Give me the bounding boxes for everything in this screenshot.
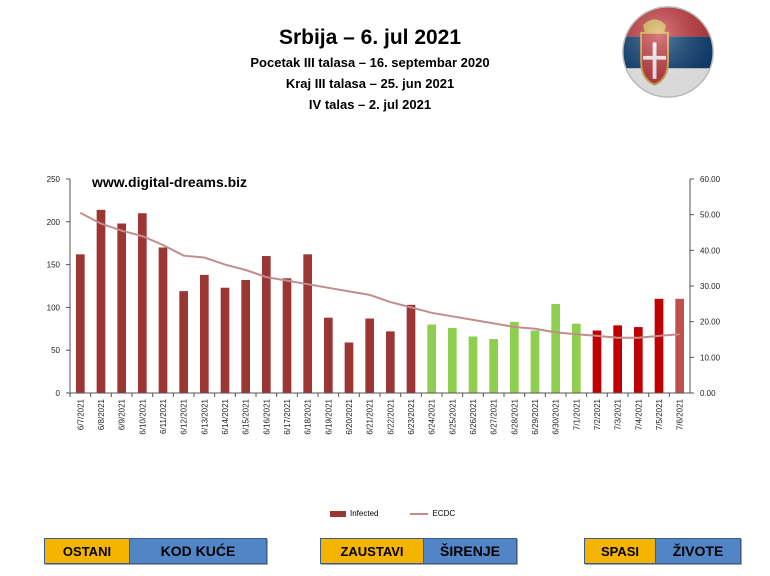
bar-6/10/2021 — [137, 213, 147, 393]
bar-6/9/2021 — [117, 223, 127, 393]
banner-3-right: ŽIVOTE — [656, 539, 740, 563]
x-tick-label: 6/11/2021 — [159, 398, 168, 434]
x-tick-label: 6/28/2021 — [510, 398, 519, 434]
bar-6/7/2021 — [75, 254, 85, 393]
y-tick-label: 250 — [47, 175, 61, 184]
y2-tick-label: 50.00 — [700, 211, 721, 220]
bar-6/18/2021 — [303, 254, 313, 393]
x-tick-label: 6/13/2021 — [200, 398, 209, 434]
bar-6/28/2021 — [509, 321, 519, 393]
y2-tick-label: 20.00 — [700, 318, 721, 327]
y2-tick-label: 0.00 — [700, 389, 716, 398]
y2-tick-label: 30.00 — [700, 282, 721, 291]
bar-6/11/2021 — [158, 247, 168, 393]
legend-swatch-ecdc — [410, 512, 429, 515]
subtitle-line-2: Kraj III talasa – 25. jun 2021 — [285, 76, 455, 91]
banner-zaustavi-sirenje: ZAUSTAVI ŠIRENJE — [320, 538, 517, 564]
bar-6/13/2021 — [199, 274, 209, 393]
x-tick-label: 6/25/2021 — [448, 398, 457, 434]
banner-1-left: OSTANI — [45, 539, 130, 563]
y2-tick-label: 10.00 — [700, 353, 721, 362]
subtitle-line-3: IV talas – 2. jul 2021 — [308, 97, 432, 112]
bar-7/2/2021 — [592, 330, 602, 393]
bar-6/14/2021 — [220, 287, 230, 393]
bar-6/16/2021 — [261, 256, 271, 393]
bar-6/30/2021 — [551, 303, 561, 393]
bar-6/17/2021 — [282, 278, 292, 393]
y-tick-label: 100 — [47, 303, 61, 312]
x-tick-label: 6/10/2021 — [138, 398, 147, 434]
x-tick-label: 6/21/2021 — [366, 398, 375, 434]
banner-1-right: KOD KUĆE — [130, 539, 266, 563]
x-tick-label: 6/9/2021 — [118, 398, 127, 430]
infected-chart: 0 50 100 150 200 250 0.00 10.00 20.00 30.00 40.00 5… — [47, 175, 721, 435]
bar-6/21/2021 — [365, 318, 375, 393]
bar-6/25/2021 — [447, 327, 457, 393]
x-tick-label: 7/6/2021 — [676, 398, 685, 430]
title-block: Srbija – 6. jul 2021 Pocetak III talasa … — [0, 24, 740, 115]
x-tick-label: 6/22/2021 — [386, 398, 395, 434]
chart-ticks: 0 50 100 150 200 250 0.00 10.00 20.00 30.00 40.00 5… — [47, 175, 721, 435]
x-tick-label: 6/17/2021 — [283, 398, 292, 434]
x-tick-label: 6/27/2021 — [490, 398, 499, 434]
y2-tick-label: 40.00 — [700, 246, 721, 255]
x-tick-label: 7/4/2021 — [634, 398, 643, 430]
banner-3-left: SPASI — [585, 539, 656, 563]
legend-label-infected: Infected — [350, 509, 379, 518]
y2-tick-label: 60.00 — [700, 175, 721, 184]
subtitle-line-1: Pocetak III talasa – 16. septembar 2020 — [250, 55, 490, 70]
y-tick-label: 0 — [56, 389, 61, 398]
x-tick-label: 6/16/2021 — [262, 398, 271, 434]
bar-6/15/2021 — [241, 280, 251, 393]
banner-ostani-kod-kuce: OSTANI KOD KUĆE — [44, 538, 267, 564]
x-tick-label: 6/24/2021 — [428, 398, 437, 434]
x-tick-label: 6/7/2021 — [76, 398, 85, 430]
x-tick-label: 6/23/2021 — [407, 398, 416, 434]
x-tick-label: 6/19/2021 — [324, 398, 333, 434]
legend-swatch-infected — [330, 510, 346, 517]
bar-6/27/2021 — [489, 339, 499, 393]
x-tick-label: 6/12/2021 — [180, 398, 189, 434]
bar-6/29/2021 — [530, 330, 540, 393]
watermark: www.digital-dreams.biz — [92, 174, 248, 190]
serbia-flag-icon — [622, 6, 714, 98]
x-tick-label: 6/14/2021 — [221, 398, 230, 434]
x-tick-label: 6/8/2021 — [97, 398, 106, 430]
x-tick-label: 7/1/2021 — [572, 398, 581, 430]
banner-2-left: ZAUSTAVI — [321, 539, 424, 563]
x-tick-label: 6/20/2021 — [345, 398, 354, 434]
bar-6/24/2021 — [427, 324, 437, 393]
x-tick-label: 6/29/2021 — [531, 398, 540, 434]
banner-2-right: ŠIRENJE — [424, 539, 516, 563]
banner-spasi-zivote: SPASI ŽIVOTE — [584, 538, 741, 564]
bar-7/6/2021 — [675, 298, 685, 393]
x-tick-label: 7/2/2021 — [593, 398, 602, 430]
bar-6/19/2021 — [323, 317, 333, 393]
x-tick-label: 7/3/2021 — [614, 398, 623, 430]
bar-series-infected — [75, 209, 685, 393]
bar-6/12/2021 — [179, 291, 189, 393]
line-series-ecdc — [79, 212, 680, 339]
bar-6/26/2021 — [468, 336, 478, 393]
x-tick-label: 6/15/2021 — [242, 398, 251, 434]
bar-6/20/2021 — [344, 342, 354, 393]
bar-6/23/2021 — [406, 304, 416, 393]
y-tick-label: 200 — [47, 218, 61, 227]
bar-6/22/2021 — [385, 331, 395, 393]
bar-7/1/2021 — [571, 323, 581, 393]
page-title: Srbija – 6. jul 2021 — [278, 26, 462, 49]
x-tick-label: 6/26/2021 — [469, 398, 478, 434]
y-tick-label: 50 — [51, 346, 60, 355]
chart-legend: Infected ECDC — [330, 509, 455, 518]
legend-label-ecdc: ECDC — [432, 509, 456, 518]
bar-7/3/2021 — [613, 325, 623, 393]
x-tick-label: 6/30/2021 — [552, 398, 561, 434]
x-tick-label: 6/18/2021 — [304, 398, 313, 434]
x-tick-label: 7/5/2021 — [655, 398, 664, 430]
y-tick-label: 150 — [47, 261, 61, 270]
bar-7/4/2021 — [633, 327, 643, 393]
bar-7/5/2021 — [654, 298, 664, 393]
bar-6/8/2021 — [96, 209, 106, 393]
